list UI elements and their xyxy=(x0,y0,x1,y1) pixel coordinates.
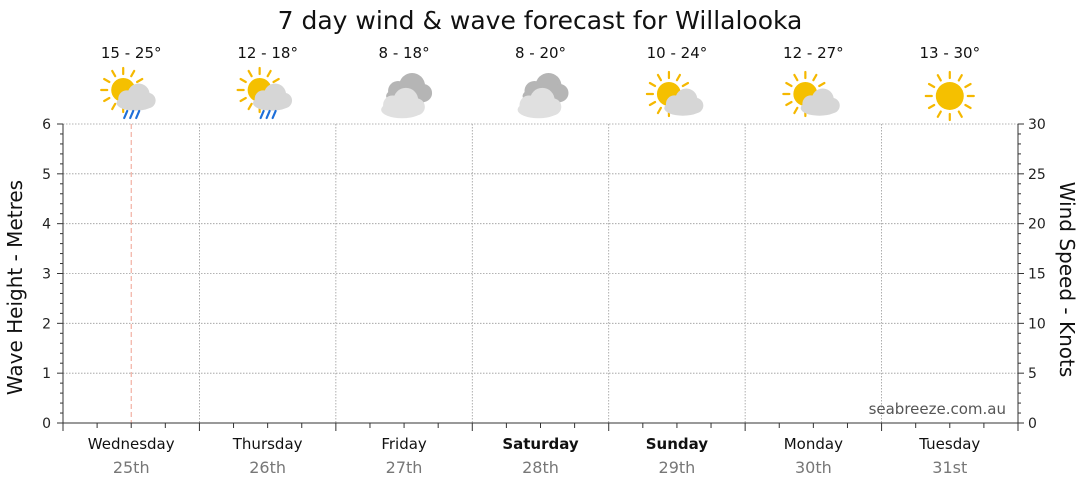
sun-ray xyxy=(964,82,972,89)
day-temperature: 13 - 30° xyxy=(919,44,980,62)
cloud-shape xyxy=(688,97,704,114)
rain-drop xyxy=(135,109,141,120)
cloud-shape xyxy=(824,97,840,114)
sun-ray xyxy=(936,74,942,82)
sun-ray xyxy=(936,110,942,118)
sun-ray xyxy=(964,103,972,110)
sun-ray xyxy=(793,73,799,82)
sun-ray xyxy=(111,69,117,78)
right-tick-label: 10 xyxy=(1028,316,1046,332)
cloudy-icon xyxy=(381,73,433,119)
grid-lines xyxy=(63,123,1018,423)
cloud-shape xyxy=(407,98,425,116)
left-tick-label: 2 xyxy=(42,316,51,332)
cloud-shape xyxy=(544,98,562,116)
sun-ray xyxy=(675,73,682,82)
day-name: Wednesday xyxy=(88,435,175,453)
day-name: Sunday xyxy=(646,435,709,453)
sun-ray xyxy=(957,110,963,118)
left-tick-label: 5 xyxy=(42,167,51,183)
day-temperature: 8 - 20° xyxy=(515,44,566,62)
cloud-shape xyxy=(276,92,293,109)
sun-ray xyxy=(272,77,280,84)
sun-ray xyxy=(130,69,136,78)
rain-drop xyxy=(129,109,135,120)
day-temperature: 8 - 18° xyxy=(379,44,430,62)
sun-ray xyxy=(648,81,657,88)
sun-ray xyxy=(793,106,799,115)
rain-drop xyxy=(271,109,277,120)
day-temperature: 15 - 25° xyxy=(101,44,162,62)
right-axis-title: Wind Speed - Knots xyxy=(1055,182,1079,378)
day-date: 28th xyxy=(522,458,559,477)
sun-cloud-rain-icon xyxy=(100,66,156,120)
sun-ray xyxy=(681,81,690,88)
sun-ray xyxy=(785,100,793,107)
rain-drop xyxy=(123,109,129,120)
right-tick-label: 25 xyxy=(1028,167,1046,183)
sunny-icon xyxy=(924,70,975,122)
cloud-shape xyxy=(140,92,156,109)
left-axis-title: Wave Height - Metres xyxy=(3,180,27,395)
sun-ray xyxy=(247,102,253,111)
sun-ray xyxy=(135,77,144,84)
sun-ray xyxy=(239,96,247,103)
cloud-shape xyxy=(414,84,433,102)
day-date: 25th xyxy=(113,458,150,477)
day-date: 26th xyxy=(249,458,286,477)
sun-ray xyxy=(818,81,826,88)
day-temperature: 12 - 27° xyxy=(783,44,844,62)
sun-ray xyxy=(103,96,111,103)
right-tick-label: 5 xyxy=(1028,366,1037,382)
sun-ray xyxy=(812,73,818,82)
sun-ray xyxy=(927,82,936,89)
left-tick-label: 6 xyxy=(42,117,51,133)
sun-ray xyxy=(785,81,793,88)
day-date: 29th xyxy=(659,458,696,477)
day-temperature: 10 - 24° xyxy=(647,44,708,62)
axes: 0 1 2 3 4 5 6 0 5 10 15 20 25 30 xyxy=(42,117,1046,432)
partly-cloudy-icon xyxy=(782,70,840,118)
right-tick-label: 20 xyxy=(1028,217,1046,233)
sun-ray xyxy=(648,100,657,107)
sun-cloud-rain-icon xyxy=(236,66,293,120)
left-tick-label: 0 xyxy=(42,416,51,432)
left-tick-label: 1 xyxy=(42,366,51,382)
right-tick-label: 0 xyxy=(1028,416,1037,432)
day-name: Tuesday xyxy=(918,435,980,453)
sun-disc xyxy=(935,82,964,110)
chart-title: 7 day wind & wave forecast for Willalook… xyxy=(278,6,803,35)
day-name: Friday xyxy=(381,435,427,453)
sun-ray xyxy=(247,69,253,78)
day-name: Monday xyxy=(784,435,843,453)
partly-cloudy-icon xyxy=(645,70,704,118)
sun-ray xyxy=(656,73,663,82)
day-temperature: 12 - 18° xyxy=(237,44,298,62)
right-tick-label: 30 xyxy=(1028,117,1046,133)
right-tick-label: 15 xyxy=(1028,267,1046,283)
watermark-text: seabreeze.com.au xyxy=(869,400,1006,418)
rain-drop xyxy=(265,109,271,120)
day-date: 30th xyxy=(795,458,832,477)
sun-ray xyxy=(927,103,936,110)
rain-drop xyxy=(259,109,265,120)
day-date: 31st xyxy=(932,458,967,477)
sun-ray xyxy=(266,69,272,78)
cloudy-icon xyxy=(517,73,569,119)
sun-ray xyxy=(111,102,117,111)
day-name: Saturday xyxy=(502,435,579,453)
left-tick-label: 3 xyxy=(42,267,51,283)
sun-ray xyxy=(656,106,663,115)
left-tick-label: 4 xyxy=(42,217,51,233)
day-name: Thursday xyxy=(232,435,303,453)
sun-ray xyxy=(239,77,247,84)
sun-ray xyxy=(103,77,111,84)
cloud-shape xyxy=(550,84,569,102)
sun-ray xyxy=(957,74,963,82)
day-date: 27th xyxy=(386,458,423,477)
